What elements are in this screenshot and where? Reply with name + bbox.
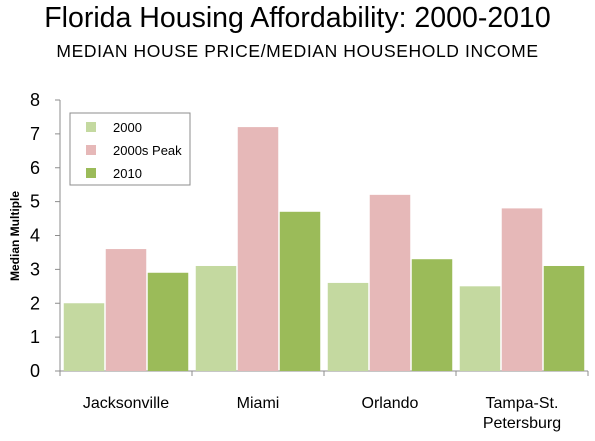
x-tick-label: Petersburg [483, 415, 561, 432]
y-tick-label: 4 [30, 226, 40, 246]
y-tick-label: 2 [30, 293, 40, 313]
chart-title: Florida Housing Affordability: 2000-2010 [44, 2, 551, 34]
x-tick-labels: Jacksonville Miami Orlando Tampa-St. Petersb… [83, 395, 561, 432]
legend-swatch [86, 122, 96, 132]
legend-label: 2000 [113, 120, 142, 135]
bar [105, 249, 147, 371]
bar [63, 303, 105, 371]
bar [543, 265, 585, 371]
legend-label: 2010 [113, 166, 142, 181]
bar [459, 286, 501, 371]
x-tick-label: Orlando [362, 395, 419, 412]
legend-label: 2000s Peak [113, 143, 182, 158]
bar [411, 259, 453, 371]
y-tick-label: 8 [30, 90, 40, 110]
legend: 2000 2000s Peak 2010 [69, 112, 191, 186]
x-tick-label: Tampa-St. [486, 395, 559, 412]
bar [147, 272, 189, 371]
chart-subtitle: MEDIAN HOUSE PRICE/MEDIAN HOUSEHOLD INCO… [56, 41, 539, 61]
x-tick-label: Jacksonville [83, 395, 169, 412]
y-axis-label: Median Multiple [8, 191, 22, 281]
bar [279, 211, 321, 371]
y-tick-label: 5 [30, 192, 40, 212]
y-tick-label: 0 [30, 361, 40, 381]
y-tick-label: 7 [30, 124, 40, 144]
bar [369, 194, 411, 371]
bar [195, 265, 237, 371]
y-tick-label: 1 [30, 327, 40, 347]
legend-swatch [86, 168, 96, 178]
y-tick-labels: 0 1 2 3 4 5 6 7 8 [30, 90, 40, 381]
bar [237, 127, 279, 371]
bar [501, 208, 543, 371]
legend-swatch [86, 145, 96, 155]
y-tick-label: 6 [30, 158, 40, 178]
y-tick-label: 3 [30, 259, 40, 279]
x-tick-label: Miami [237, 395, 280, 412]
bar [327, 282, 369, 371]
bars [63, 127, 585, 371]
